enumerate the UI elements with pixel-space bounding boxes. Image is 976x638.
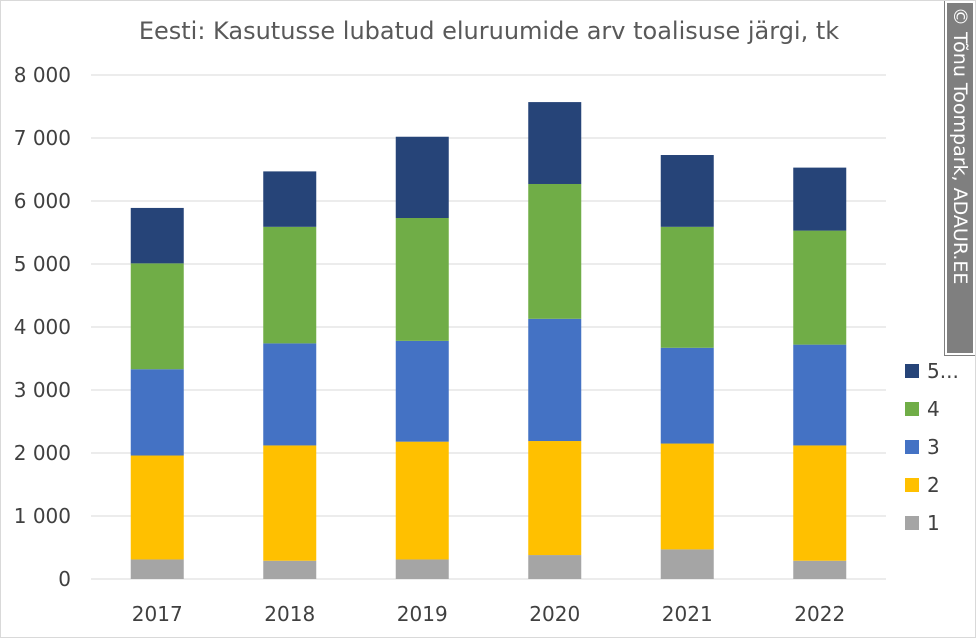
legend-label: 4 — [927, 397, 940, 421]
x-tick-label: 2022 — [794, 602, 845, 626]
bar-segment — [130, 455, 184, 560]
bar-segment — [793, 560, 847, 579]
legend-swatch — [905, 478, 919, 492]
gridlines — [91, 74, 886, 580]
bar-segment — [263, 445, 317, 561]
legend-swatch — [905, 516, 919, 530]
bar-segment — [528, 102, 582, 184]
y-tick-label: 6 000 — [14, 189, 71, 213]
x-tick-label: 2020 — [529, 602, 580, 626]
credit-box: © Tõnu Toompark, ADAUR.EE — [944, 1, 975, 356]
legend-swatch — [905, 364, 919, 378]
y-tick-label: 1 000 — [14, 504, 71, 528]
y-tick-label: 8 000 — [14, 63, 71, 87]
legend-swatch — [905, 402, 919, 416]
legend-label: 1 — [927, 511, 940, 535]
bar-segment — [130, 369, 184, 456]
bar-segment — [263, 171, 317, 227]
x-tick-label: 2019 — [397, 602, 448, 626]
legend-label: 5... — [927, 359, 959, 383]
x-tick-label: 2021 — [662, 602, 713, 626]
legend-label: 2 — [927, 473, 940, 497]
bar-segment — [130, 207, 184, 264]
bar-segment — [130, 559, 184, 579]
y-tick-label: 5 000 — [14, 252, 71, 276]
bar-segment — [660, 155, 714, 227]
y-axis-ticks: 0 1 000 2 000 3 000 4 000 5 000 6 000 7 000 8 00… — [14, 63, 71, 591]
bar-segment — [660, 347, 714, 444]
bar-segment — [395, 136, 449, 219]
x-axis-ticks: 2017 2018 2019 2020 2021 2022 — [132, 602, 845, 626]
bar-segment — [528, 318, 582, 442]
bar-segment — [793, 167, 847, 231]
bar-segment — [263, 560, 317, 579]
bar-segment — [793, 445, 847, 561]
bar-segment — [793, 344, 847, 446]
bars — [130, 102, 847, 579]
bar-segment — [660, 226, 714, 348]
bar-segment — [130, 263, 184, 370]
y-tick-label: 7 000 — [14, 126, 71, 150]
bar-segment — [395, 218, 449, 341]
chart-title: Eesti: Kasutusse lubatud eluruumide arv … — [139, 17, 839, 45]
legend-swatch — [905, 440, 919, 454]
y-tick-label: 4 000 — [14, 315, 71, 339]
bar-segment — [395, 559, 449, 579]
credit-text: © Tõnu Toompark, ADAUR.EE — [949, 7, 971, 285]
bar-segment — [660, 443, 714, 550]
y-tick-label: 3 000 — [14, 378, 71, 402]
y-tick-label: 0 — [58, 567, 71, 591]
legend-label: 3 — [927, 435, 940, 459]
x-tick-label: 2017 — [132, 602, 183, 626]
x-tick-label: 2018 — [264, 602, 315, 626]
bar-segment — [528, 183, 582, 319]
bar-segment — [793, 230, 847, 345]
bar-segment — [395, 441, 449, 560]
legend: 5... 4 3 2 1 — [905, 359, 959, 535]
bar-segment — [395, 340, 449, 442]
bar-segment — [660, 549, 714, 579]
bar-segment — [528, 555, 582, 579]
bar-segment — [263, 343, 317, 446]
y-tick-label: 2 000 — [14, 441, 71, 465]
bar-segment — [263, 226, 317, 344]
bar-segment — [528, 441, 582, 556]
